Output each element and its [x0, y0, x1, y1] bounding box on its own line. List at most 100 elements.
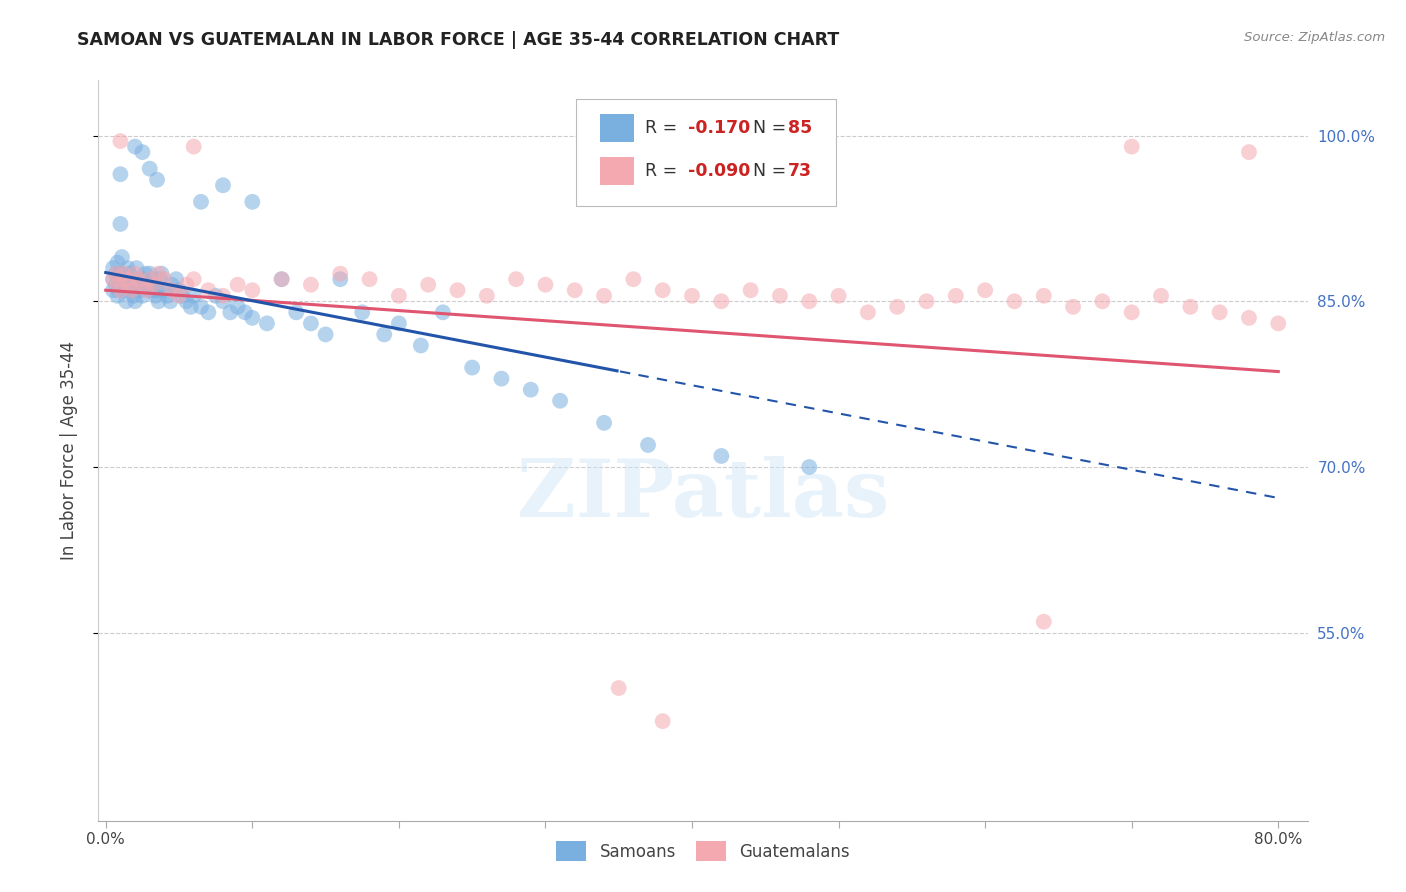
Point	[143, 277, 166, 292]
Text: 85: 85	[787, 120, 811, 137]
Point	[121, 283, 143, 297]
Point	[122, 289, 145, 303]
Point	[461, 360, 484, 375]
Point	[388, 289, 411, 303]
Point	[359, 272, 381, 286]
Point	[1032, 615, 1054, 629]
Text: N =: N =	[752, 120, 792, 137]
Point	[124, 139, 146, 153]
Point	[197, 305, 219, 319]
Point	[110, 167, 132, 181]
Point	[491, 371, 513, 385]
Point	[329, 267, 352, 281]
Point	[135, 283, 157, 297]
Point	[131, 277, 153, 292]
Point	[143, 277, 166, 292]
Point	[352, 305, 374, 319]
Point	[1032, 289, 1054, 303]
Point	[827, 289, 849, 303]
Point	[125, 261, 148, 276]
Point	[135, 277, 157, 292]
Point	[118, 277, 141, 292]
Point	[388, 317, 411, 331]
Point	[409, 338, 432, 352]
Point	[769, 289, 792, 303]
Point	[945, 289, 967, 303]
Point	[105, 267, 128, 281]
Point	[299, 317, 322, 331]
Point	[127, 272, 149, 286]
Point	[159, 294, 181, 309]
Point	[176, 277, 198, 292]
Point	[176, 294, 198, 309]
Point	[607, 681, 630, 695]
Point	[418, 277, 440, 292]
Point	[240, 310, 263, 325]
Point	[915, 294, 938, 309]
Point	[170, 289, 193, 303]
Point	[256, 317, 278, 331]
Point	[240, 283, 263, 297]
Point	[226, 300, 249, 314]
Text: -0.170: -0.170	[689, 120, 751, 137]
Point	[373, 327, 395, 342]
Point	[101, 272, 124, 286]
Point	[132, 272, 155, 286]
Point	[148, 294, 170, 309]
Point	[446, 283, 468, 297]
Point	[475, 289, 498, 303]
Point	[974, 283, 997, 297]
Point	[285, 305, 308, 319]
Point	[107, 255, 129, 269]
Text: R =: R =	[645, 120, 683, 137]
Point	[146, 283, 169, 297]
Point	[204, 289, 226, 303]
Point	[1121, 139, 1143, 153]
Text: R =: R =	[645, 162, 683, 180]
Point	[149, 272, 172, 286]
Point	[212, 178, 235, 193]
Point	[183, 272, 205, 286]
Point	[146, 172, 169, 186]
Point	[108, 283, 131, 297]
Point	[107, 289, 129, 303]
Point	[101, 272, 124, 286]
Point	[651, 283, 673, 297]
Text: -0.090: -0.090	[689, 162, 751, 180]
Point	[212, 289, 235, 303]
Point	[112, 272, 135, 286]
Point	[156, 289, 179, 303]
Point	[160, 283, 183, 297]
Point	[1121, 305, 1143, 319]
Point	[121, 283, 143, 297]
Text: Source: ZipAtlas.com: Source: ZipAtlas.com	[1244, 31, 1385, 45]
FancyBboxPatch shape	[600, 114, 634, 143]
Point	[118, 267, 141, 281]
Point	[110, 267, 132, 281]
Point	[190, 300, 212, 314]
Point	[1208, 305, 1230, 319]
Point	[148, 267, 170, 281]
Point	[1237, 145, 1260, 160]
Point	[131, 145, 153, 160]
Point	[183, 289, 205, 303]
Point	[651, 714, 673, 729]
Point	[212, 294, 235, 309]
Point	[593, 289, 616, 303]
Point	[142, 283, 165, 297]
Point	[131, 289, 153, 303]
Point	[1004, 294, 1026, 309]
Point	[329, 272, 352, 286]
Point	[110, 283, 132, 297]
Point	[134, 267, 156, 281]
Point	[136, 283, 159, 297]
Point	[233, 305, 256, 319]
Point	[621, 272, 644, 286]
Point	[593, 416, 616, 430]
Point	[856, 305, 879, 319]
Point	[505, 272, 527, 286]
Point	[299, 277, 322, 292]
Point	[127, 272, 149, 286]
Point	[799, 294, 821, 309]
Point	[799, 460, 821, 475]
